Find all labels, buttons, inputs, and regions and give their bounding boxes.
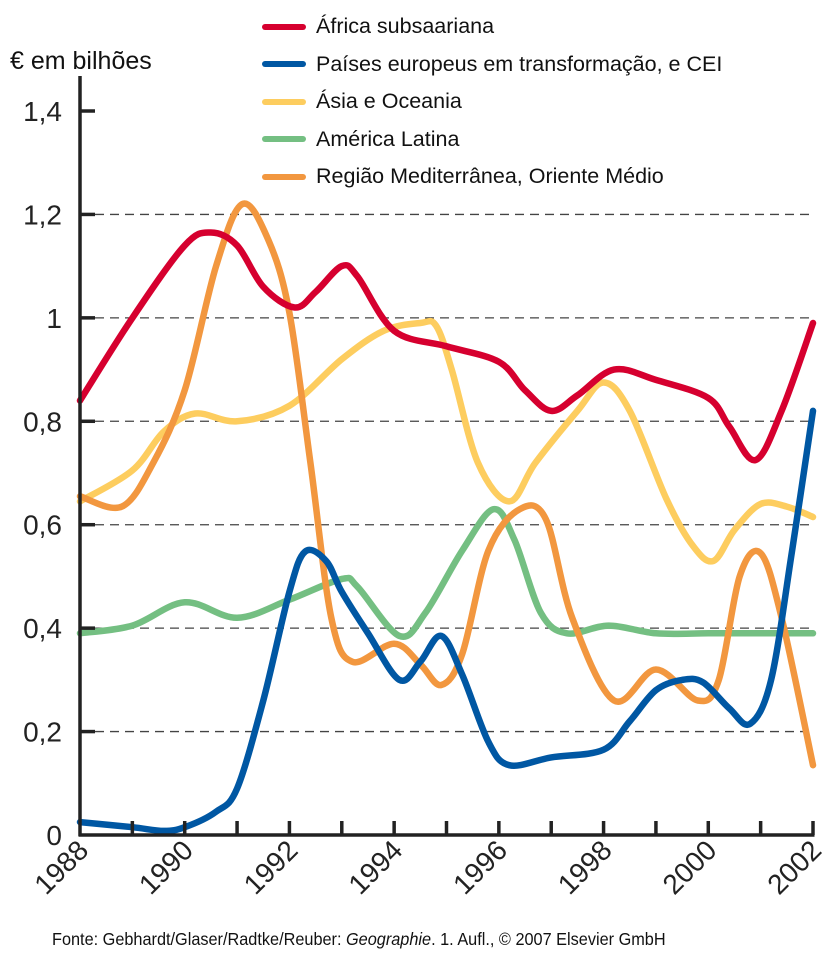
x-tick-label: 1990 <box>133 834 199 900</box>
x-tick-label: 1988 <box>28 834 94 900</box>
legend-label: América Latina <box>316 126 460 151</box>
legend-item: América Latina <box>262 121 722 159</box>
source-credit: Fonte: Gebhardt/Glaser/Radtke/Reuber: Ge… <box>52 929 666 950</box>
legend: África subsaariana Países europeus em tra… <box>262 8 722 196</box>
x-tick-label: 1992 <box>238 834 304 900</box>
y-axis-unit-label: € em bilhões <box>10 47 152 75</box>
legend-swatch <box>262 98 306 105</box>
legend-label: Países europeus em transformação, e CEI <box>316 51 723 76</box>
x-tick-label: 2002 <box>761 834 827 900</box>
y-tick-label: 0 <box>46 820 62 851</box>
legend-swatch <box>262 61 306 68</box>
legend-item: Ásia e Oceania <box>262 83 722 121</box>
x-axis-ticks: 1988 1990 1992 1994 1996 1998 2000 2002 <box>28 821 827 900</box>
source-prefix: Fonte: Gebhardt/Glaser/Radtke/Reuber: <box>52 929 347 949</box>
y-tick-label: 0,6 <box>23 510 62 541</box>
gridlines <box>80 213 813 733</box>
y-tick-label: 0,2 <box>23 717 62 748</box>
x-tick-label: 2000 <box>657 834 723 900</box>
legend-swatch <box>262 23 306 30</box>
legend-swatch <box>262 173 306 180</box>
legend-label: África subsaariana <box>316 14 495 39</box>
source-suffix: . 1. Aufl., © 2007 Elsevier GmbH <box>431 929 666 949</box>
legend-item: Países europeus em transformação, e CEI <box>262 46 722 84</box>
x-tick-label: 1996 <box>447 834 513 900</box>
series-lines <box>76 200 817 835</box>
x-tick-label: 1994 <box>342 834 408 900</box>
legend-swatch <box>262 136 306 143</box>
y-tick-label: 1,4 <box>23 96 62 127</box>
series-line-2 <box>76 317 817 565</box>
legend-item: Região Mediterrânea, Oriente Médio <box>262 158 722 196</box>
series-line-1 <box>76 407 817 835</box>
y-tick-label: 1,2 <box>23 199 62 230</box>
series-line-3 <box>76 505 817 640</box>
series-line-0 <box>76 229 817 464</box>
y-tick-label: 0,8 <box>23 406 62 437</box>
x-tick-label: 1998 <box>552 834 618 900</box>
source-title: Geographie <box>346 929 432 949</box>
legend-item: África subsaariana <box>262 8 722 46</box>
legend-label: Região Mediterrânea, Oriente Médio <box>316 164 664 189</box>
y-axis-ticks: 0 0,2 0,4 0,6 0,8 1 1,2 1,4 <box>23 96 95 851</box>
legend-label: Ásia e Oceania <box>316 89 462 114</box>
y-tick-label: 1 <box>46 303 62 334</box>
y-tick-label: 0,4 <box>23 613 62 644</box>
